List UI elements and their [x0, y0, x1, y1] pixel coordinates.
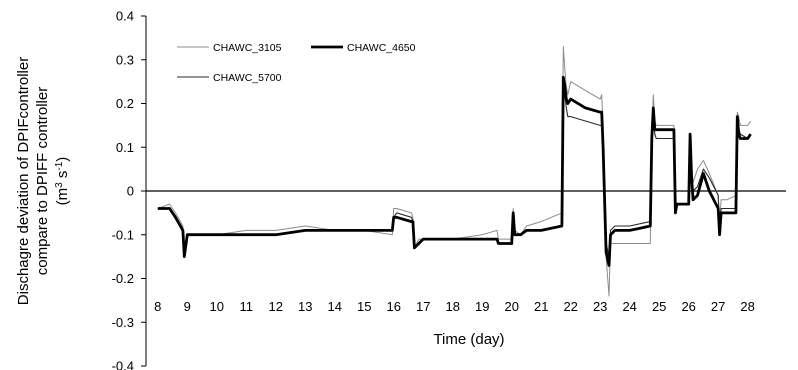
legend-label-chawc-3105: CHAWC_3105	[213, 42, 282, 54]
x-tick-label: 9	[184, 299, 191, 314]
x-tick-label: 14	[328, 299, 342, 314]
y-tick-label: 0.1	[116, 140, 134, 155]
x-tick-label: 11	[240, 299, 254, 314]
series-lines-group	[157, 46, 752, 297]
x-tick-label: 26	[681, 299, 695, 314]
x-tick-label: 21	[534, 299, 548, 314]
legend-label-chawc-4650: CHAWC_4650	[347, 42, 416, 54]
x-tick-labels-group: 8 9 10 11 12 13 14 15 16 17 18 19 20 21 22 23 24 25 26 27 28	[154, 299, 755, 314]
x-tick-label: 16	[387, 299, 401, 314]
x-tick-label: 24	[622, 299, 636, 314]
x-tick-label: 28	[740, 299, 754, 314]
x-tick-label: 27	[711, 299, 725, 314]
x-tick-label: 18	[445, 299, 459, 314]
x-tick-label: 15	[357, 299, 371, 314]
y-tick-label: 0.4	[116, 9, 134, 24]
y-tick-label: -0.1	[112, 227, 134, 242]
y-axis-title-line: compare to DPIFF controller	[34, 87, 51, 275]
y-tick-label: -0.3	[112, 315, 134, 330]
y-tick-label: 0.3	[116, 52, 134, 67]
series-line-chawc-4650	[157, 75, 752, 267]
x-tick-label: 17	[416, 299, 430, 314]
x-tick-label: 12	[269, 299, 283, 314]
y-tick-label: -0.4	[112, 359, 134, 370]
y-tick-label: 0	[127, 184, 134, 199]
x-tick-label: 19	[475, 299, 489, 314]
x-tick-label: 13	[298, 299, 312, 314]
y-tick-labels-group: 0.4 0.3 0.2 0.1 0 -0.1 -0.2 -0.3 -0.4	[112, 9, 134, 370]
legend: CHAWC_3105 CHAWC_4650 CHAWC_5700	[177, 42, 416, 84]
y-axis-title-line: Dischagre deviation of DPIFcontroller	[15, 57, 32, 305]
y-tick-label: 0.2	[116, 96, 134, 111]
y-axis-title: Dischagre deviation of DPIFcontroller com…	[15, 57, 71, 305]
y-tick-label: -0.2	[112, 271, 134, 286]
y-axis-title-unit: (m3 s-1)	[54, 157, 72, 206]
x-tick-label: 8	[154, 299, 161, 314]
x-tick-label: 23	[593, 299, 607, 314]
x-tick-label: 20	[504, 299, 518, 314]
x-axis-title: Time (day)	[433, 331, 504, 348]
axes-group	[141, 15, 786, 367]
x-tick-label: 10	[210, 299, 224, 314]
x-tick-label: 22	[563, 299, 577, 314]
x-tick-label: 25	[652, 299, 666, 314]
legend-label-chawc-5700: CHAWC_5700	[213, 72, 282, 84]
